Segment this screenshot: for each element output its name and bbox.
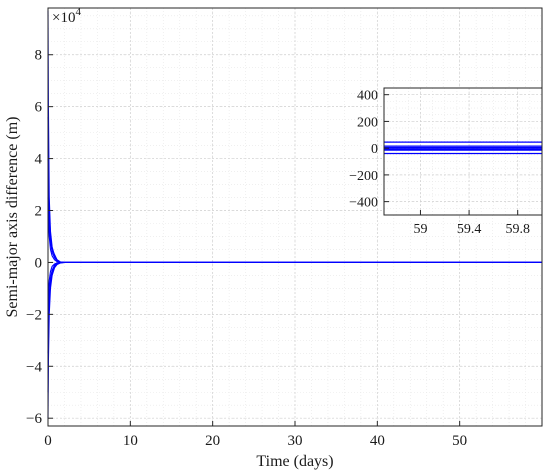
inset-x-tick-label: 59.4 bbox=[457, 222, 482, 237]
inset-x-tick-label: 59.8 bbox=[505, 222, 530, 237]
y-multiplier-exponent: 4 bbox=[75, 6, 81, 18]
main-x-tick-label: 0 bbox=[44, 433, 52, 449]
inset-y-tick-label: −400 bbox=[349, 196, 378, 211]
y-axis-label: Semi-major axis difference (m) bbox=[4, 117, 21, 318]
main-x-tick-label: 30 bbox=[288, 433, 303, 449]
main-y-tick-label: 0 bbox=[35, 255, 43, 271]
main-series-group bbox=[47, 10, 542, 419]
inset-y-tick-label: 200 bbox=[357, 115, 378, 130]
inset-y-ticks: −400 −200 0 200 400 bbox=[349, 89, 389, 211]
main-x-ticks: 0 10 20 30 40 50 bbox=[44, 421, 467, 449]
inset-y-tick-label: 400 bbox=[357, 89, 378, 104]
main-y-ticks: −6 −4 −2 0 2 4 6 8 bbox=[26, 48, 53, 427]
main-y-tick-label: 4 bbox=[35, 152, 43, 168]
inset-plot-border bbox=[383, 87, 543, 216]
main-x-tick-label: 10 bbox=[123, 433, 138, 449]
main-y-tick-label: −4 bbox=[26, 359, 42, 375]
inset-plot-frame bbox=[384, 88, 542, 215]
x-axis-label: Time (days) bbox=[256, 453, 333, 470]
main-y-tick-label: −2 bbox=[26, 307, 42, 323]
main-y-tick-label: 2 bbox=[35, 204, 43, 220]
inset-plot: 59 59.4 59.8 −400 −200 0 200 400 bbox=[349, 87, 543, 237]
inset-y-tick-label: −200 bbox=[349, 169, 378, 184]
main-y-tick-label: 8 bbox=[35, 48, 43, 64]
inset-series-group bbox=[384, 141, 542, 155]
y-multiplier-base: ×10 bbox=[52, 10, 75, 26]
main-x-tick-label: 50 bbox=[452, 433, 467, 449]
inset-x-ticks: 59 59.4 59.8 bbox=[413, 210, 530, 237]
main-y-tick-label: 6 bbox=[35, 100, 43, 116]
main-x-tick-label: 20 bbox=[205, 433, 220, 449]
inset-y-tick-label: 0 bbox=[371, 142, 378, 157]
y-axis-multiplier: ×104 bbox=[52, 6, 81, 26]
inset-x-tick-label: 59 bbox=[413, 222, 427, 237]
main-x-tick-label: 40 bbox=[370, 433, 385, 449]
main-y-tick-label: −6 bbox=[26, 411, 42, 427]
main-series-line-8 bbox=[47, 261, 542, 315]
